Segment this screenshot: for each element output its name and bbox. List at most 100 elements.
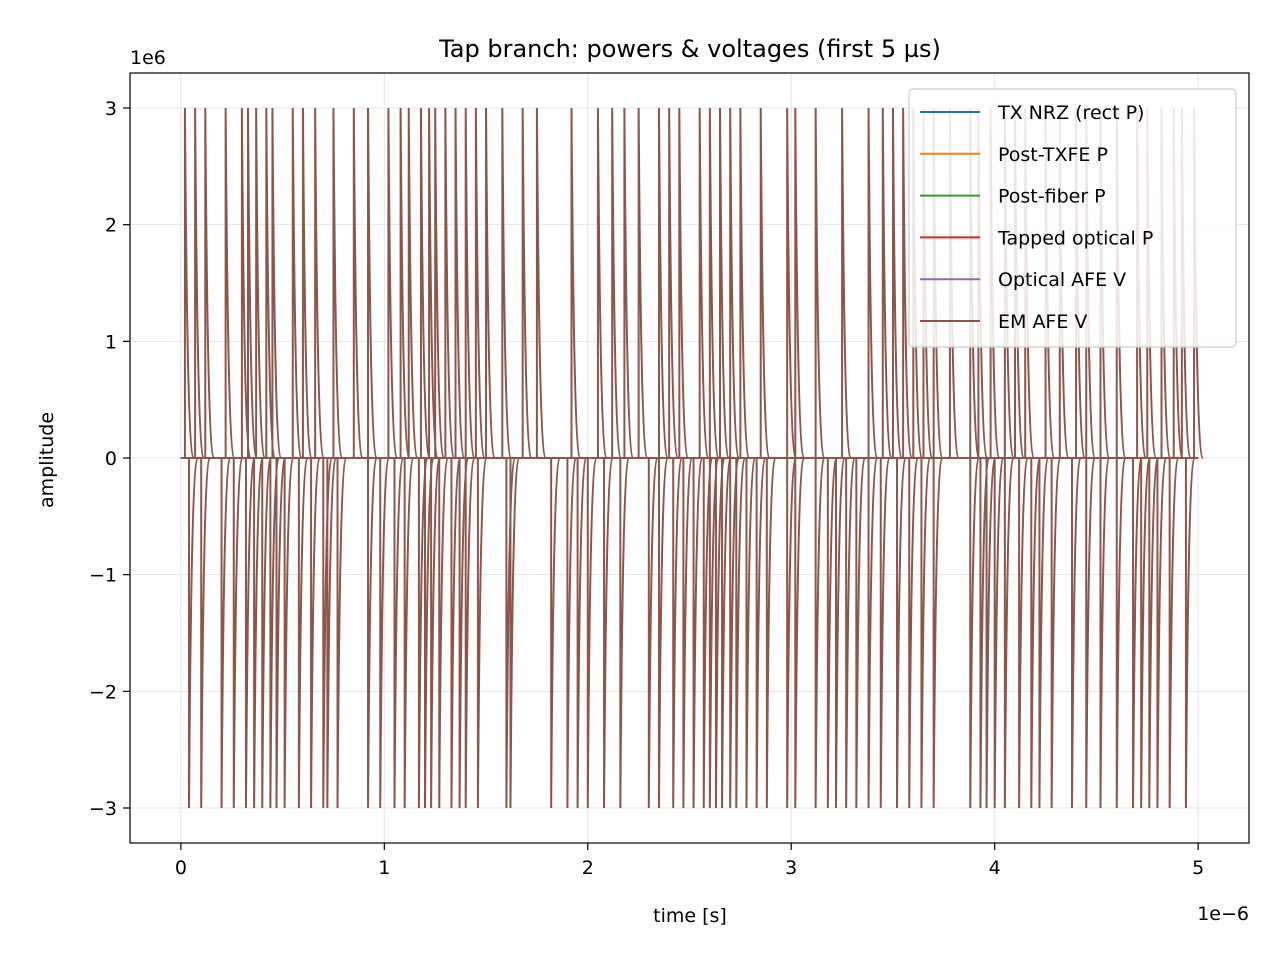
negative-spike [188,457,199,809]
negative-spike [1018,457,1030,809]
legend-box [908,88,1237,348]
negative-spike [393,457,405,809]
legend-label: Optical AFE V [998,269,1126,291]
negative-spike [908,457,920,809]
negative-spike [765,457,777,809]
positive-spike [891,107,903,459]
negative-spike [603,457,615,809]
negative-spike [417,457,429,809]
positive-spike [454,107,466,459]
positive-spike [668,107,680,459]
positive-spike [301,107,313,459]
negative-spike [586,457,598,809]
positive-spike [623,107,635,459]
negative-spike [1038,457,1050,809]
negative-spike [692,457,704,809]
positive-spike [444,107,456,459]
positive-spike [332,107,344,459]
negative-spike [1168,457,1180,809]
positive-spike [464,107,476,459]
positive-spike [265,107,277,459]
negative-spike [755,457,767,809]
negative-spike [509,457,521,809]
chart-title: Tap branch: powers & voltages (first 5 µ… [438,35,941,63]
positive-spike [352,107,364,459]
series-layer [180,107,1205,809]
positive-spike [204,107,216,459]
negative-spike [657,457,669,809]
y-tick-label: 2 [105,215,117,237]
negative-spike [424,457,435,809]
positive-spike [194,107,206,459]
legend: TX NRZ (rect P) Post-TXFE P Post-fiber P Ta… [908,88,1237,348]
positive-spike [814,107,826,459]
x-tick-label: 2 [582,857,594,879]
negative-spike [379,457,391,809]
negative-spike [1115,457,1127,809]
negative-spike [200,457,212,809]
positive-spike [271,107,283,459]
negative-spike [979,457,991,809]
y-tick-label: −1 [89,565,117,587]
positive-spike [407,107,419,459]
negative-spike [464,457,476,809]
negative-spike [993,457,1005,809]
positive-spike [678,107,690,459]
positive-spike [428,107,440,459]
positive-spike [657,107,669,459]
positive-spike [570,107,582,459]
y-axis-label: amplitude [36,412,58,508]
x-tick-label: 5 [1192,857,1204,879]
positive-spike [867,107,879,459]
negative-spike [969,457,981,809]
legend-label: TX NRZ (rect P) [997,102,1144,124]
y-tick-label: 3 [105,98,117,120]
positive-spike [434,107,446,459]
positive-spike [314,107,326,459]
ticks: 0 1 2 3 4 5 −3 −2 −1 0 1 2 3 [89,98,1204,879]
x-offset-text: 1e−6 [1197,903,1249,925]
positive-spike [611,107,623,459]
negative-spike [367,457,379,809]
negative-spike [566,457,578,809]
negative-spike [855,457,867,809]
negative-spike [336,457,348,809]
negative-spike [1050,457,1062,809]
negative-spike [867,457,879,809]
negative-spike [794,457,806,809]
negative-spike [576,457,588,809]
positive-spike [291,107,303,459]
negative-spike [1003,457,1015,809]
legend-label: EM AFE V [998,311,1087,333]
negative-spike [283,457,295,809]
negative-spike [269,457,281,809]
y-tick-label: 1 [105,331,117,353]
y-tick-label: 0 [105,448,117,470]
negative-spike [708,457,720,809]
positive-spike [719,107,731,459]
negative-spike [729,457,741,809]
legend-label: Tapped optical P [997,227,1153,249]
positive-spike [596,107,608,459]
positive-spike [794,107,806,459]
negative-spike [735,457,747,809]
positive-spike [729,107,741,459]
negative-spike [714,457,726,809]
negative-spike [297,457,309,809]
negative-spike [1085,457,1097,809]
negative-spike [1184,457,1196,809]
negative-spike [920,457,932,809]
negative-spike [458,457,470,809]
x-tick-label: 1 [378,857,390,879]
positive-spike [902,107,914,459]
negative-spike [1156,457,1168,809]
negative-spike [1099,457,1111,809]
negative-spike [476,457,488,809]
positive-spike [881,107,893,459]
negative-spike [310,457,322,809]
positive-spike [708,107,720,459]
positive-spike [637,107,649,459]
positive-spike [501,107,513,459]
positive-spike [698,107,710,459]
